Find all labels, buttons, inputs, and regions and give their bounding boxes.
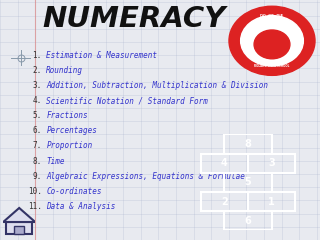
Text: Data & Analysis: Data & Analysis <box>46 202 116 211</box>
Text: 10.: 10. <box>28 187 42 196</box>
Circle shape <box>254 30 290 59</box>
Polygon shape <box>14 226 24 234</box>
Text: 5.: 5. <box>32 111 42 120</box>
Text: NUMERACY: NUMERACY <box>43 5 226 33</box>
Text: 3: 3 <box>268 158 275 168</box>
Text: 1.: 1. <box>32 51 42 60</box>
Text: Scientific Notation / Standard Form: Scientific Notation / Standard Form <box>46 96 208 105</box>
Text: 9.: 9. <box>32 172 42 181</box>
Bar <box>224 211 272 230</box>
Text: 4: 4 <box>221 158 228 168</box>
Bar <box>224 134 272 154</box>
Text: Rounding: Rounding <box>46 66 84 75</box>
Text: 3.: 3. <box>32 81 42 90</box>
Text: 4.: 4. <box>32 96 42 105</box>
Text: Fractions: Fractions <box>46 111 88 120</box>
Text: 7.: 7. <box>32 141 42 150</box>
Text: 5: 5 <box>244 177 252 187</box>
Text: 11.: 11. <box>28 202 42 211</box>
Text: Proportion: Proportion <box>46 141 93 150</box>
Polygon shape <box>6 222 32 234</box>
Text: 8: 8 <box>244 139 252 149</box>
Text: 1: 1 <box>268 197 275 207</box>
Text: Addition, Subtraction, Multiplication & Division: Addition, Subtraction, Multiplication & … <box>46 81 268 90</box>
Text: Algebraic Expressions, Equations & Formulae: Algebraic Expressions, Equations & Formu… <box>46 172 245 181</box>
Bar <box>201 192 248 211</box>
Bar <box>248 154 295 173</box>
Circle shape <box>241 16 303 66</box>
Text: ROLAND MAIN SCHOOL: ROLAND MAIN SCHOOL <box>254 64 290 68</box>
Text: 6.: 6. <box>32 126 42 135</box>
Text: Time: Time <box>46 156 65 166</box>
Text: ♥: ♥ <box>263 35 281 54</box>
Polygon shape <box>3 208 35 222</box>
Text: Co-ordinates: Co-ordinates <box>46 187 102 196</box>
Text: 6: 6 <box>244 216 252 226</box>
Text: 2: 2 <box>221 197 228 207</box>
Text: Estimation & Measurement: Estimation & Measurement <box>46 51 157 60</box>
Bar <box>201 154 248 173</box>
Text: 8.: 8. <box>32 156 42 166</box>
Text: 2.: 2. <box>32 66 42 75</box>
Text: DO  OR  DIE: DO OR DIE <box>260 14 284 18</box>
Bar <box>248 192 295 211</box>
Text: Percentages: Percentages <box>46 126 97 135</box>
Circle shape <box>229 6 315 75</box>
Bar <box>224 173 272 192</box>
